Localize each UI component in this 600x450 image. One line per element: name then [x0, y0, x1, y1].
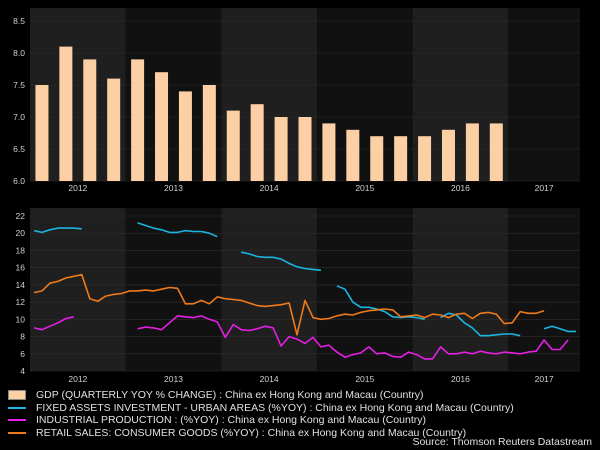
top-year-label: 2017 — [535, 183, 554, 193]
legend-item-fixed-assets: FIXED ASSETS INVESTMENT - URBAN AREAS (%… — [8, 402, 593, 415]
top-y-tick-label: 7.5 — [13, 80, 25, 90]
legend-label-industrial-production: INDUSTRIAL PRODUCTION : (%YOY) : China e… — [36, 414, 426, 426]
bottom-y-tick-label: 18 — [16, 245, 26, 255]
gdp-bar — [35, 85, 49, 181]
bottom-year-band — [412, 208, 509, 371]
gdp-bar — [370, 136, 384, 181]
legend: GDP (QUARTERLY YOY % CHANGE) : China ex … — [8, 389, 593, 439]
bottom-year-band — [221, 208, 317, 371]
gdp-bar — [346, 129, 360, 181]
gdp-bar — [59, 46, 73, 181]
legend-label-gdp: GDP (QUARTERLY YOY % CHANGE) : China ex … — [36, 389, 424, 401]
bottom-year-label: 2017 — [535, 374, 554, 384]
bottom-year-band — [316, 208, 413, 371]
top-year-band — [508, 8, 580, 181]
top-year-label: 2014 — [260, 183, 279, 193]
gdp-bar — [489, 123, 503, 181]
indicators-line-chart: 2012 2013 2014 2015 2016 2017 4 6 8 10 12 14 16 18 20 2… — [16, 208, 580, 384]
gdp-bar — [465, 123, 479, 181]
bottom-y-tick-label: 10 — [16, 314, 26, 324]
legend-swatch-retail-sales — [8, 431, 26, 434]
legend-item-gdp: GDP (QUARTERLY YOY % CHANGE) : China ex … — [8, 389, 593, 402]
bottom-year-label: 2016 — [451, 374, 470, 384]
legend-item-industrial-production: INDUSTRIAL PRODUCTION : (%YOY) : China e… — [8, 414, 593, 427]
top-y-tick-label: 6.0 — [13, 176, 25, 186]
bottom-year-band — [508, 208, 580, 371]
legend-swatch-fixed-assets — [8, 406, 26, 409]
bottom-year-label: 2012 — [68, 374, 87, 384]
gdp-bar — [250, 104, 264, 181]
legend-swatch-gdp — [8, 390, 26, 401]
legend-label-fixed-assets: FIXED ASSETS INVESTMENT - URBAN AREAS (%… — [36, 401, 514, 414]
gdp-bar — [131, 59, 145, 181]
gdp-bar — [418, 136, 432, 181]
bottom-y-tick-label: 4 — [20, 366, 25, 376]
top-year-label: 2012 — [68, 183, 87, 193]
legend-swatch-industrial-production — [8, 419, 26, 422]
gdp-bar — [394, 136, 408, 181]
retail-sales-line — [33, 273, 545, 336]
legend-item-retail-sales: RETAIL SALES: CONSUMER GOODS (%YOY) : Ch… — [8, 427, 593, 440]
bottom-year-band — [125, 208, 222, 371]
bottom-year-label: 2015 — [355, 374, 374, 384]
bottom-y-tick-label: 12 — [16, 297, 26, 307]
industrial-production-line — [33, 315, 569, 360]
top-y-tick-label: 8.5 — [13, 16, 25, 26]
gdp-bar-chart: 2012 2013 2014 2015 2016 2017 6.0 6.5 7.0 7.5 8.0 8… — [13, 8, 580, 193]
bottom-y-tick-label: 8 — [20, 332, 25, 342]
gdp-bar — [226, 110, 240, 181]
gdp-bar — [178, 91, 192, 181]
gdp-bar — [441, 129, 455, 181]
top-y-tick-label: 6.5 — [13, 144, 25, 154]
top-year-label: 2016 — [451, 183, 470, 193]
source-note: Source: Thomson Reuters Datastream — [412, 436, 592, 448]
bottom-y-tick-label: 22 — [16, 211, 26, 221]
gdp-bar — [83, 59, 97, 181]
legend-label-retail-sales: RETAIL SALES: CONSUMER GOODS (%YOY) : Ch… — [36, 426, 467, 439]
bottom-y-tick-label: 20 — [16, 228, 26, 238]
bottom-y-tick-label: 14 — [16, 280, 26, 290]
gdp-bar — [298, 117, 312, 181]
bottom-y-tick-label: 6 — [20, 349, 25, 359]
bottom-y-tick-label: 16 — [16, 263, 26, 273]
fixed-assets-line — [33, 222, 576, 337]
gdp-bar — [202, 85, 216, 181]
gdp-bar — [274, 117, 288, 181]
top-y-tick-label: 8.0 — [13, 48, 25, 58]
top-year-label: 2013 — [164, 183, 183, 193]
top-y-tick-label: 7.0 — [13, 112, 25, 122]
bottom-year-label: 2014 — [260, 374, 279, 384]
gdp-bar — [155, 72, 169, 181]
gdp-bar — [322, 123, 336, 181]
top-year-label: 2015 — [355, 183, 374, 193]
bottom-year-label: 2013 — [164, 374, 183, 384]
gdp-bar — [107, 78, 121, 181]
bottom-year-band — [30, 208, 126, 371]
